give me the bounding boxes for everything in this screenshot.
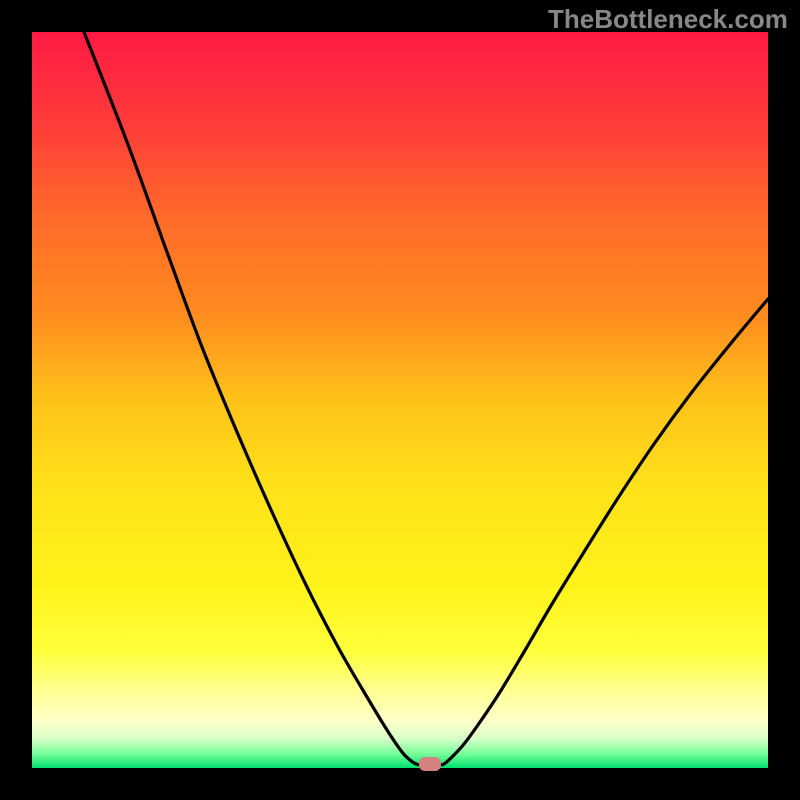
optimal-point-marker	[419, 757, 441, 771]
watermark-text: TheBottleneck.com	[548, 4, 788, 35]
bottleneck-curve	[84, 32, 768, 765]
curve-overlay	[0, 0, 800, 800]
chart-frame: TheBottleneck.com	[0, 0, 800, 800]
